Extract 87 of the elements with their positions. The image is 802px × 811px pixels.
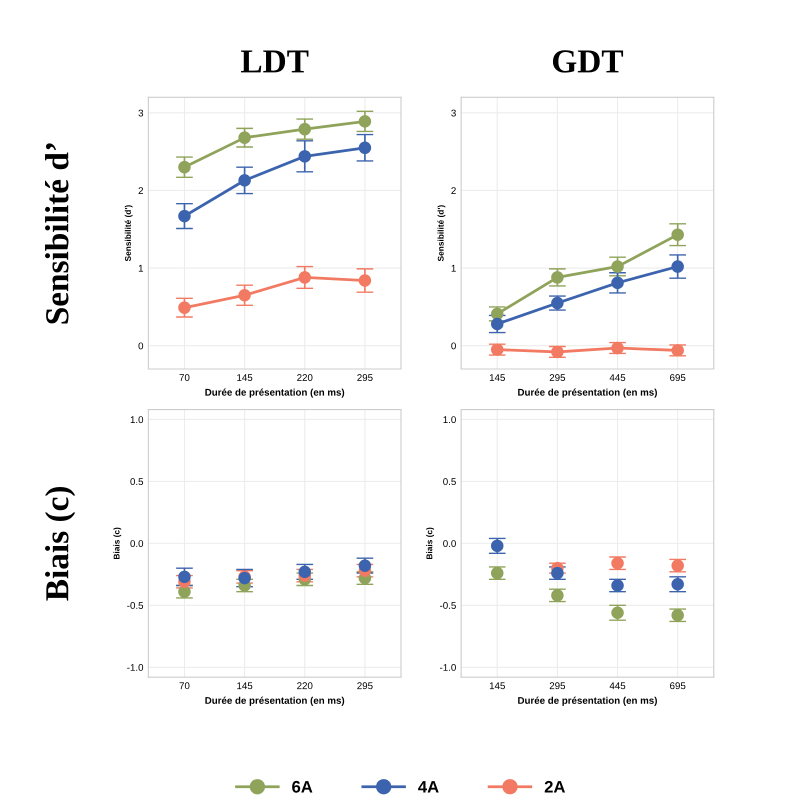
point	[551, 566, 564, 580]
point	[611, 260, 624, 273]
point	[490, 540, 504, 552]
point	[490, 566, 504, 580]
point	[298, 122, 312, 136]
point	[358, 142, 372, 154]
point	[298, 150, 312, 163]
x-tick-label: 295	[357, 374, 373, 382]
point	[178, 160, 191, 174]
y-tick-label: 0.0	[443, 540, 456, 547]
point	[178, 301, 191, 314]
y-tick-label: 0	[451, 342, 456, 350]
chart-title: LDT	[240, 50, 308, 72]
point	[671, 608, 684, 622]
point	[490, 318, 504, 330]
text: Biais (c)	[113, 528, 122, 560]
x-tick-label: 220	[297, 682, 312, 690]
x-tick-label: 695	[670, 374, 686, 382]
y-axis-title: Sensibilité (d')	[437, 205, 446, 262]
y-axis-title: Biais (c)	[45, 486, 76, 601]
x-tick-label: 295	[550, 682, 566, 690]
y-tick-label: -1.0	[440, 664, 456, 671]
x-tick-label: 70	[180, 682, 190, 690]
y-axis-title: Sensibilité (d')	[124, 205, 133, 262]
x-tick-label: 445	[610, 682, 626, 690]
point	[671, 228, 684, 241]
y-tick-label: 2	[451, 187, 456, 194]
point	[298, 271, 312, 284]
x-tick-label: 295	[550, 374, 566, 382]
point	[358, 559, 372, 572]
y-tick-label: -1.0	[127, 664, 144, 671]
point	[611, 276, 624, 290]
legend-label: 4A	[418, 781, 439, 793]
point	[611, 342, 624, 354]
y-tick-label: 2	[138, 187, 144, 194]
y-tick-label: 3	[138, 110, 144, 116]
point	[551, 589, 564, 602]
x-tick-label: 295	[357, 682, 373, 690]
x-tick-label: 145	[237, 374, 252, 382]
y-tick-label: -0.5	[440, 602, 456, 609]
point	[358, 274, 372, 287]
point	[178, 570, 191, 584]
x-axis-title: Durée de présentation (en ms)	[518, 388, 657, 398]
point	[298, 566, 312, 578]
y-tick-label: 3	[451, 110, 456, 116]
y-tick-label: 0.0	[130, 540, 144, 547]
point	[671, 559, 684, 572]
x-axis-title: Durée de présentation (en ms)	[205, 388, 344, 398]
x-tick-label: 145	[237, 682, 252, 690]
x-axis-title: Durée de présentation (en ms)	[205, 696, 344, 706]
point	[490, 343, 504, 356]
point	[551, 271, 564, 284]
x-tick-label: 220	[297, 374, 312, 382]
point	[611, 579, 624, 592]
point	[178, 210, 191, 222]
point	[551, 346, 564, 358]
point	[671, 344, 684, 357]
point	[611, 606, 624, 620]
point	[238, 174, 251, 187]
text: Sensibilité d’	[45, 143, 68, 324]
x-axis-title: Durée de présentation (en ms)	[518, 696, 657, 706]
chart-title: GDT	[552, 50, 624, 73]
x-tick-label: 145	[490, 374, 505, 382]
x-tick-label: 70	[180, 374, 190, 382]
x-tick-label: 145	[490, 682, 505, 690]
point	[671, 578, 684, 591]
point	[358, 115, 372, 128]
legend-label: 6A	[292, 780, 312, 793]
y-axis-title: Biais (c)	[426, 528, 434, 560]
y-tick-label: 1	[452, 264, 456, 272]
point	[671, 260, 684, 273]
y-tick-label: 0.5	[443, 478, 456, 486]
x-tick-label: 445	[610, 374, 626, 382]
point	[238, 289, 251, 302]
point	[238, 131, 251, 144]
y-tick-label: 0.5	[130, 478, 144, 486]
y-tick-label: 0	[138, 342, 144, 350]
point	[551, 296, 564, 310]
x-tick-label: 695	[670, 682, 686, 690]
point	[490, 308, 504, 320]
legend-label: 2A	[544, 780, 566, 793]
point	[611, 556, 624, 570]
y-tick-label: 1	[138, 264, 144, 272]
y-tick-label: 1.0	[130, 416, 144, 424]
y-tick-label: -0.5	[127, 602, 144, 609]
y-tick-label: 1.0	[444, 416, 456, 424]
point	[178, 585, 191, 598]
